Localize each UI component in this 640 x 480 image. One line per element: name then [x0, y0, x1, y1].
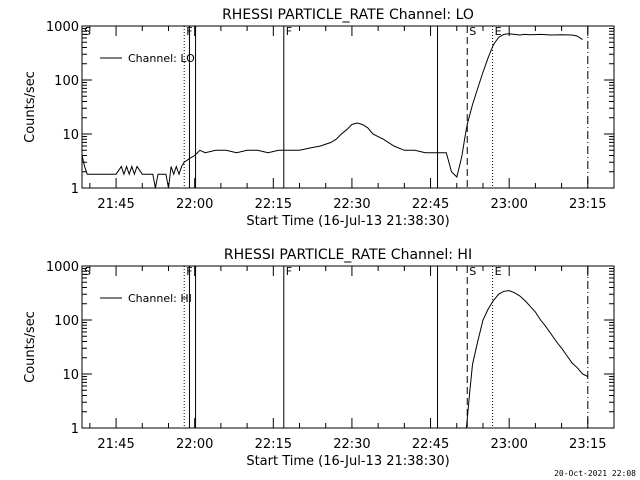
event-marker-label: E: [495, 265, 502, 278]
event-marker-label: F: [286, 265, 292, 278]
series-line: [81, 33, 583, 189]
event-marker-label: S: [469, 265, 476, 278]
x-tick-label: 22:45: [412, 197, 449, 212]
event-marker-label: F: [286, 25, 292, 38]
legend-entry: Channel: HI: [128, 292, 192, 305]
x-axis-label: Start Time (16-Jul-13 21:38:30): [246, 214, 449, 229]
footer-timestamp: 20-Oct-2021 22:08: [554, 469, 636, 478]
y-tick-label: 1: [71, 422, 79, 437]
x-tick-label: 22:00: [176, 197, 213, 212]
plot-frame: [81, 265, 615, 429]
chart-panel-1: RHESSI PARTICLE_RATE Channel: LO Start Ti…: [23, 7, 615, 229]
x-tick-label: 23:00: [490, 437, 527, 452]
y-tick-label: 10: [62, 368, 79, 383]
y-tick-label: 10: [62, 128, 79, 143]
x-tick-label: 22:15: [255, 437, 292, 452]
plot-frame: [81, 25, 615, 189]
x-tick-label: 23:00: [490, 197, 527, 212]
y-tick-label: 100: [54, 74, 79, 89]
x-tick-label: 22:30: [333, 437, 370, 452]
y-tick-label: 100: [54, 314, 79, 329]
event-marker-label: S: [84, 265, 91, 278]
y-tick-label: 1000: [46, 260, 79, 275]
y-tick-label: 1000: [46, 20, 79, 35]
y-axis-label: Counts/sec: [23, 311, 38, 383]
y-axis-label: Counts/sec: [23, 71, 38, 143]
x-tick-label: 21:45: [97, 437, 134, 452]
chart-panel-2: RHESSI PARTICLE_RATE Channel: HI Start Ti…: [23, 247, 615, 469]
y-tick-label: 1: [71, 182, 79, 197]
x-tick-label: 22:00: [176, 437, 213, 452]
x-tick-label: 22:15: [255, 197, 292, 212]
x-tick-label: 21:45: [97, 197, 134, 212]
x-axis-label: Start Time (16-Jul-13 21:38:30): [246, 454, 449, 469]
x-tick-label: 22:30: [333, 197, 370, 212]
x-tick-label: 22:45: [412, 437, 449, 452]
x-tick-label: 23:15: [569, 437, 606, 452]
event-marker-label: S: [84, 25, 91, 38]
legend-entry: Channel: LO: [128, 52, 195, 65]
x-tick-label: 23:15: [569, 197, 606, 212]
chart-title: RHESSI PARTICLE_RATE Channel: LO: [222, 7, 474, 23]
series-line: [465, 290, 589, 429]
event-marker-label: S: [469, 25, 476, 38]
event-marker-label: E: [495, 25, 502, 38]
chart-title: RHESSI PARTICLE_RATE Channel: HI: [224, 247, 472, 263]
